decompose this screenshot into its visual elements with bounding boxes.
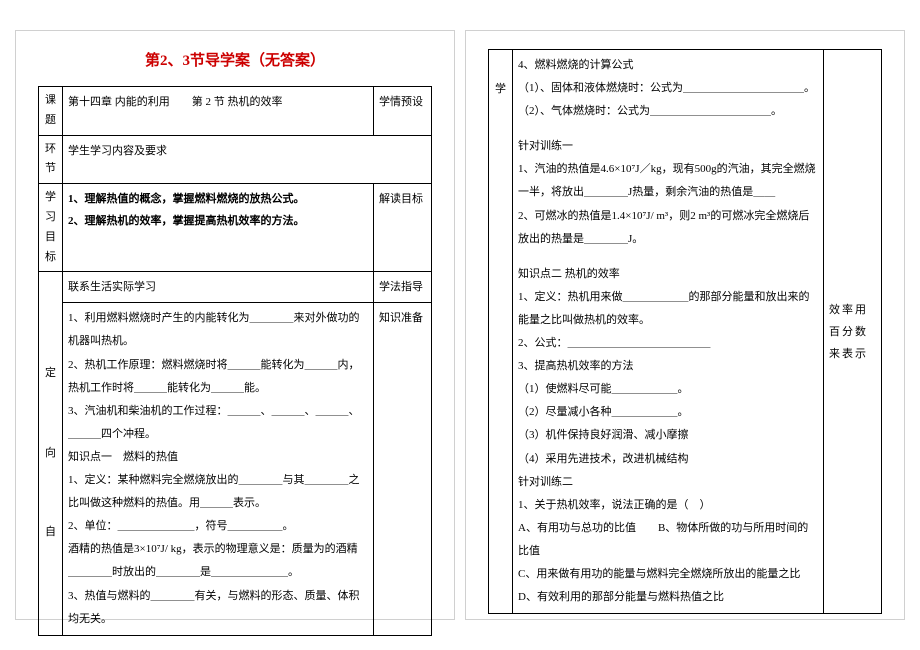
page-left: 第2、3节导学案（无答案） 课题 第十四章 内能的利用 第 2 节 热机的效率 … <box>15 30 455 620</box>
label-mubiao: 学习目标 <box>39 184 63 272</box>
k2-2: 2、公式：＿＿＿＿＿＿＿＿＿＿＿＿＿ <box>518 332 818 355</box>
t2-1: 1、关于热机效率，说法正确的是（ ） <box>518 494 818 517</box>
t2-title: 针对训练二 <box>518 471 818 494</box>
k1-4: 3、热值与燃料的＿＿＿＿有关，与燃料的形态、质量、体积均无关。 <box>68 585 368 631</box>
t2-d: D、有效利用的那部分能量与燃料热值之比 <box>518 586 818 609</box>
p4-2: （2）、气体燃烧时：公式为＿＿＿＿＿＿＿＿＿＿＿。 <box>518 100 818 123</box>
cell-main-content: 1、利用燃料燃烧时产生的内能转化为＿＿＿＿来对外做功的机器叫热机。 2、热机工作… <box>63 303 374 635</box>
cell-lianxi: 联系生活实际学习 <box>63 272 374 303</box>
t1-2: 2、可燃冰的热值是1.4×10⁷J/ m³，则2 m³的可燃冰完全燃烧后放出的热… <box>518 205 818 251</box>
cell-xueqing: 学情预设 <box>374 87 432 136</box>
p3: 3、汽油机和柴油机的工作过程：＿＿＿、＿＿＿、＿＿＿、＿＿＿四个冲程。 <box>68 400 368 446</box>
k2-3d: （4）采用先进技术，改进机械结构 <box>518 448 818 471</box>
mubiao-1: 1、理解热值的概念，掌握燃料燃烧的放热公式。 <box>68 188 368 210</box>
t2-a: A、有用功与总功的比值 B、物体所做的功与所用时间的比值 <box>518 517 818 563</box>
cell-right-content: 4、燃料燃烧的计算公式 （1）、固体和液体燃烧时：公式为＿＿＿＿＿＿＿＿＿＿＿。… <box>513 50 824 614</box>
k1-1: 1、定义：某种燃料完全燃烧放出的＿＿＿＿与其＿＿＿＿之比叫做这种燃料的热值。用＿… <box>68 469 368 515</box>
p4-1: （1）、固体和液体燃烧时：公式为＿＿＿＿＿＿＿＿＿＿＿。 <box>518 77 818 100</box>
main-table-right: 学 4、燃料燃烧的计算公式 （1）、固体和液体燃烧时：公式为＿＿＿＿＿＿＿＿＿＿… <box>488 49 882 614</box>
k2-3c: （3）机件保持良好润滑、减小摩擦 <box>518 424 818 447</box>
p1: 1、利用燃料燃烧时产生的内能转化为＿＿＿＿来对外做功的机器叫热机。 <box>68 307 368 353</box>
k2-3a: （1）使燃料尽可能＿＿＿＿＿＿。 <box>518 378 818 401</box>
t1-title: 针对训练一 <box>518 135 818 158</box>
main-table-left: 课题 第十四章 内能的利用 第 2 节 热机的效率 学情预设 环节 学生学习内容… <box>38 86 432 636</box>
label-xue: 学 <box>489 50 513 614</box>
label-keti: 课题 <box>39 87 63 136</box>
k2-3: 3、提高热机效率的方法 <box>518 355 818 378</box>
k1-3: 酒精的热值是3×10⁷J/ kg，表示的物理意义是：质量为的酒精＿＿＿＿时放出的… <box>68 538 368 584</box>
t2-c: C、用来做有用功的能量与燃料完全燃烧所放出的能量之比 <box>518 563 818 586</box>
k2-3b: （2）尽量减小各种＿＿＿＿＿＿。 <box>518 401 818 424</box>
cell-mubiao: 1、理解热值的概念，掌握燃料燃烧的放热公式。 2、理解热机的效率，掌握提高热机效… <box>63 184 374 272</box>
label-huanjie: 环节 <box>39 135 63 184</box>
cell-jiedu: 解读目标 <box>374 184 432 272</box>
t1-1: 1、汽油的热值是4.6×10⁷J／kg，现有500g的汽油，其完全燃烧一半，将放… <box>518 158 818 204</box>
k1-title: 知识点一 燃料的热值 <box>68 446 368 469</box>
k2-1: 1、定义：热机用来做＿＿＿＿＿＿的那部分能量和放出来的能量之比叫做热机的效率。 <box>518 286 818 332</box>
p2: 2、热机工作原理：燃料燃烧时将＿＿＿能转化为＿＿＿内，热机工作时将＿＿＿能转化为… <box>68 354 368 400</box>
p4-title: 4、燃料燃烧的计算公式 <box>518 54 818 77</box>
cell-huanjie: 学生学习内容及要求 <box>63 135 432 184</box>
doc-title: 第2、3节导学案（无答案） <box>38 49 432 70</box>
cell-zhishi: 知识准备 <box>374 303 432 635</box>
cell-keti: 第十四章 内能的利用 第 2 节 热机的效率 <box>63 87 374 136</box>
label-dingxiangzi: 定 向 自 <box>39 272 63 635</box>
mubiao-2: 2、理解热机的效率，掌握提高热机效率的方法。 <box>68 210 368 232</box>
page-right: 学 4、燃料燃烧的计算公式 （1）、固体和液体燃烧时：公式为＿＿＿＿＿＿＿＿＿＿… <box>465 30 905 620</box>
cell-xuefa: 学法指导 <box>374 272 432 303</box>
k2-title: 知识点二 热机的效率 <box>518 263 818 286</box>
k1-2: 2、单位：＿＿＿＿＿＿＿，符号＿＿＿＿＿。 <box>68 515 368 538</box>
cell-right-note: 效率用百分数来表示 <box>824 50 882 614</box>
